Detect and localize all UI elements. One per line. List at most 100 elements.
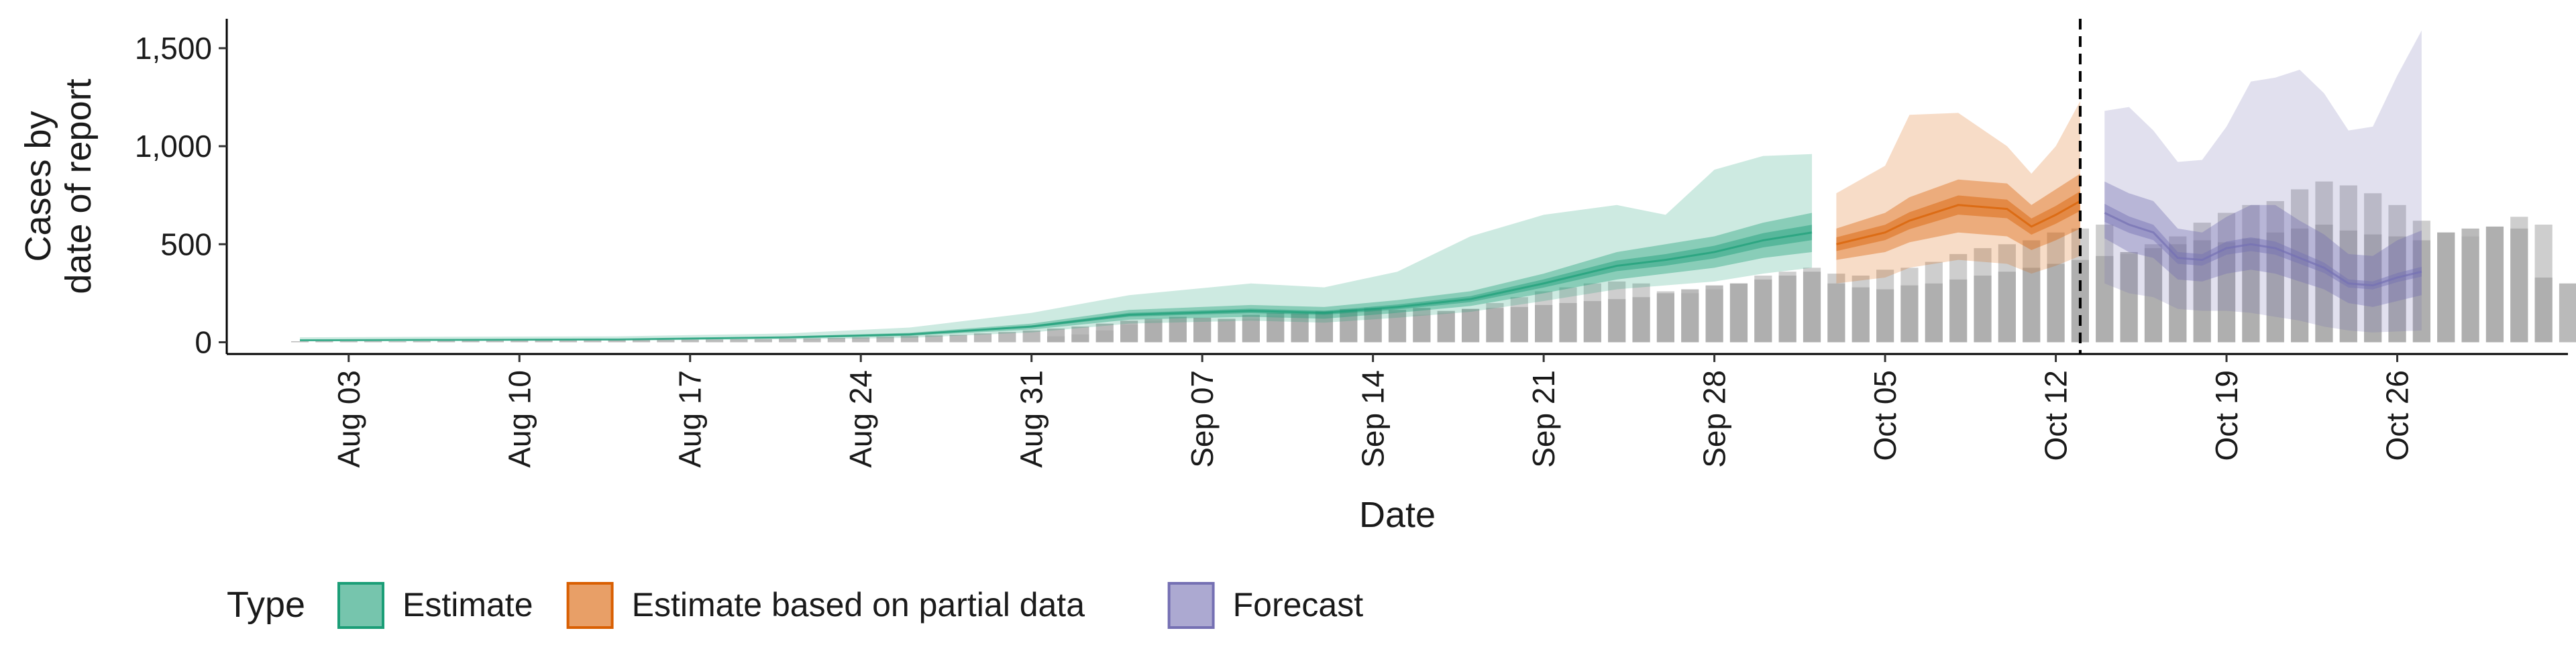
bar xyxy=(730,339,748,343)
forecast-median-line xyxy=(2104,212,2422,287)
bar xyxy=(1267,316,1285,343)
bar xyxy=(1095,330,1114,343)
bar xyxy=(2412,221,2430,343)
bar xyxy=(1242,318,1260,343)
estimate-median-line xyxy=(300,231,1813,342)
bar xyxy=(803,338,821,343)
x-tick-label: Oct 19 xyxy=(2209,370,2244,461)
text-layer: 0 500 1,000 1,500 Aug 03 Aug 10 Aug 17 Aug 24 Au… xyxy=(18,31,2415,535)
axes-layer xyxy=(219,19,2568,362)
bar xyxy=(2315,181,2333,343)
bar xyxy=(2559,283,2576,343)
bar xyxy=(1169,318,1187,343)
bar xyxy=(876,337,894,343)
estimate-inner-band xyxy=(300,213,1813,341)
bar xyxy=(1388,312,1407,343)
bar xyxy=(1729,283,1748,343)
bar xyxy=(1340,308,1358,343)
bar xyxy=(1851,276,1870,343)
bar xyxy=(1559,287,1577,343)
bar xyxy=(900,336,919,343)
bar xyxy=(1315,310,1334,343)
y-tick-label: 0 xyxy=(195,325,212,359)
ribbon-layer xyxy=(300,30,2422,342)
x-tick-label: Sep 14 xyxy=(1356,370,1391,468)
bar xyxy=(339,341,358,343)
bar xyxy=(681,339,699,343)
bar xyxy=(1486,302,1504,343)
bar xyxy=(1364,308,1382,343)
bar xyxy=(1681,293,1699,343)
bar xyxy=(462,341,480,343)
bar xyxy=(925,335,943,343)
bar xyxy=(779,339,797,343)
bar xyxy=(2437,232,2455,343)
bar xyxy=(1144,320,1163,343)
x-tick-label: Aug 03 xyxy=(331,370,366,468)
bar xyxy=(1974,248,1992,343)
legend-title: Type xyxy=(227,585,305,625)
bar xyxy=(2485,226,2504,343)
x-tick-label: Aug 17 xyxy=(673,370,708,468)
bar xyxy=(364,341,382,343)
bar xyxy=(290,341,309,343)
x-axis-title: Date xyxy=(1359,495,1436,535)
bar xyxy=(1705,289,1723,343)
y-axis-title-line: Cases by xyxy=(18,111,58,261)
bar xyxy=(827,338,845,343)
bar xyxy=(657,339,675,343)
bar xyxy=(1754,276,1772,343)
x-tick-label: Oct 05 xyxy=(1868,370,1902,461)
bar xyxy=(2388,204,2406,343)
partial-median-band xyxy=(1836,191,2080,251)
bar xyxy=(1949,253,1968,343)
bar xyxy=(1535,291,1553,343)
bar xyxy=(315,341,333,343)
bar xyxy=(2242,204,2260,343)
bar xyxy=(1437,312,1455,343)
x-tick-label: Oct 26 xyxy=(2380,370,2415,461)
bar xyxy=(1461,308,1480,343)
partial-outer-band xyxy=(1836,101,2080,284)
bar xyxy=(998,332,1016,343)
bar xyxy=(535,340,553,343)
bar xyxy=(2461,236,2479,343)
bar xyxy=(1583,283,1601,343)
bar xyxy=(949,335,967,343)
bar xyxy=(2266,200,2284,343)
bar xyxy=(2510,217,2528,343)
bar xyxy=(1022,330,1040,343)
bar xyxy=(2144,244,2163,343)
bar xyxy=(559,340,578,343)
x-tick-label: Sep 28 xyxy=(1697,370,1732,468)
legend-swatch xyxy=(566,582,614,629)
x-tick-label: Aug 10 xyxy=(502,370,537,468)
bar xyxy=(1632,283,1650,343)
forecast-inner-band xyxy=(2104,181,2422,307)
x-tick-label: Oct 12 xyxy=(2039,370,2074,461)
bar xyxy=(413,341,431,343)
bar xyxy=(2339,185,2357,343)
bar xyxy=(1803,268,1821,343)
legend: Type Estimate Estimate based on partial da… xyxy=(227,582,1364,629)
bar xyxy=(584,340,602,343)
legend-swatch xyxy=(337,582,384,629)
bar xyxy=(1510,297,1528,343)
bar xyxy=(1876,270,1894,343)
bar xyxy=(1998,244,2016,343)
bar xyxy=(2534,225,2553,343)
x-tick-label: Sep 07 xyxy=(1185,370,1220,468)
bar xyxy=(1291,312,1309,343)
bar xyxy=(388,341,407,343)
bar xyxy=(973,333,992,343)
bar xyxy=(2120,253,2138,343)
partial-inner-band xyxy=(1836,173,2080,260)
bar xyxy=(632,339,651,343)
bar xyxy=(1778,272,1796,343)
legend-label: Forecast xyxy=(1233,586,1364,624)
bar xyxy=(1900,268,1919,343)
bar-layer xyxy=(290,181,2576,343)
bar xyxy=(2217,213,2236,343)
bar xyxy=(1827,274,1845,343)
